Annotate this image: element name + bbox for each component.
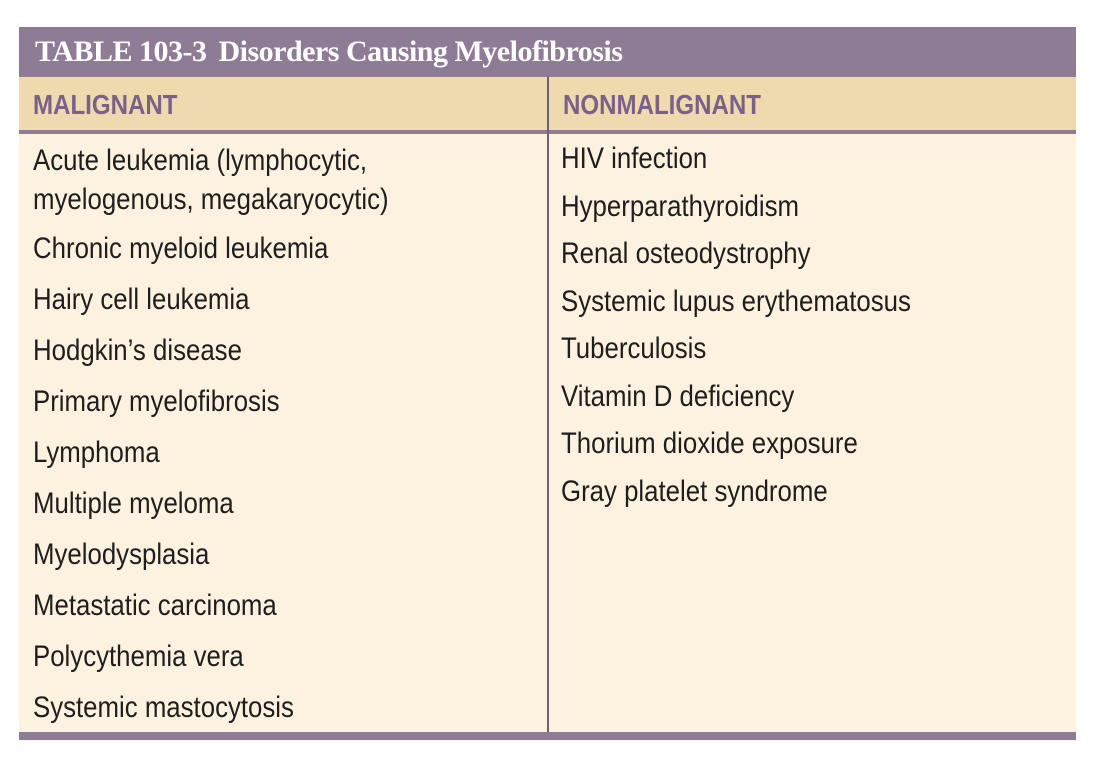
list-item: Chronic myeloid leukemia (33, 232, 329, 265)
list-item: Metastatic carcinoma (33, 589, 277, 622)
table-title: Disorders Causing Myelofibrosis (218, 35, 623, 68)
list-item: Polycythemia vera (33, 640, 244, 673)
list-item: Myelodysplasia (33, 538, 210, 571)
list-item: Hairy cell leukemia (33, 283, 250, 316)
list-item: Multiple myeloma (33, 487, 234, 520)
table-title-bar: TABLE 103-3 Disorders Causing Myelofibros… (19, 27, 1076, 77)
list-item: Hodgkin’s disease (33, 334, 242, 367)
nonmalignant-column-header: NONMALIGNANT (563, 89, 761, 120)
bottom-rule (19, 732, 1076, 740)
malignant-column-header: MALIGNANT (33, 89, 178, 120)
list-item: Primary myelofibrosis (33, 385, 280, 418)
list-item: Acute leukemia (lymphocytic, myelogenous… (33, 144, 389, 216)
list-item: Tuberculosis (561, 332, 707, 365)
malignant-list: Acute leukemia (lymphocytic, myelogenous… (33, 141, 533, 741)
list-item: Vitamin D deficiency (561, 379, 795, 413)
table-container: TABLE 103-3 Disorders Causing Myelofibros… (19, 27, 1076, 741)
column-divider (547, 77, 549, 735)
list-item: Systemic lupus erythematosus (561, 284, 911, 318)
list-item: HIV infection (561, 142, 708, 175)
list-item: Lymphoma (33, 436, 160, 469)
table-number: TABLE 103-3 (35, 35, 207, 68)
list-item: Renal osteodystrophy (561, 237, 811, 270)
list-item: Thorium dioxide exposure (561, 427, 858, 460)
nonmalignant-list: HIV infection Hyperparathyroidism Renal … (561, 141, 1061, 521)
list-item: Gray platelet syndrome (561, 474, 828, 508)
list-item: Hyperparathyroidism (561, 189, 800, 223)
list-item: Systemic mastocytosis (33, 691, 294, 724)
